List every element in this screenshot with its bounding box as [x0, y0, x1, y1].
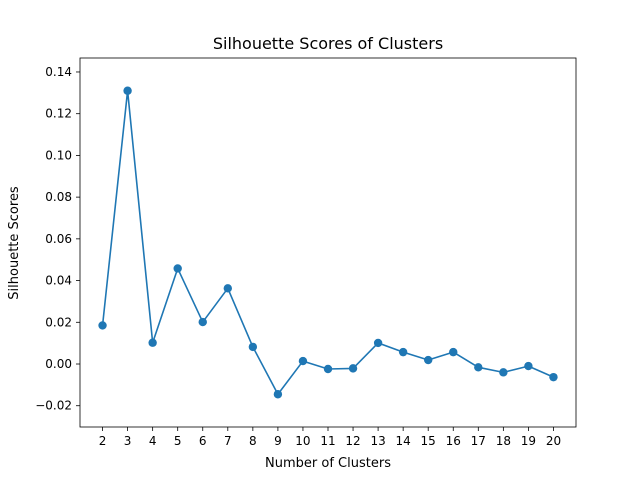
x-tick-label: 10 [295, 434, 310, 448]
x-tick-label: 8 [249, 434, 257, 448]
data-point [474, 363, 483, 372]
plot-area: 2 3 4 5 6 7 8 9 10 11 12 13 14 15 16 17 18 19 20 −0.02 0.00 0… [35, 57, 577, 448]
x-tick-label: 5 [174, 434, 182, 448]
y-tick-label: 0.02 [45, 315, 72, 329]
data-point [424, 355, 433, 365]
data-point [123, 86, 132, 95]
y-axis-label: Silhouette Scores [7, 186, 22, 300]
data-point [549, 372, 558, 382]
y-tick-label: 0.14 [45, 65, 72, 79]
y-tick-label: 0.00 [45, 357, 72, 371]
x-tick-label: 14 [396, 434, 411, 448]
data-point [298, 356, 308, 366]
data-point [323, 364, 333, 374]
y-tick-label: 0.12 [45, 107, 72, 121]
data-point [398, 347, 408, 357]
data-point [98, 321, 107, 330]
x-tick-label: 13 [370, 434, 385, 448]
x-tick-label: 9 [274, 434, 282, 448]
data-point [449, 347, 458, 357]
x-tick-label: 18 [496, 434, 511, 448]
x-tick-label: 17 [471, 434, 486, 448]
x-axis-label: Number of Clusters [265, 456, 391, 471]
x-tick-label: 6 [199, 434, 207, 448]
x-tick-label: 16 [446, 434, 461, 448]
data-point [373, 338, 383, 348]
data-point [248, 342, 258, 352]
x-tick-label: 11 [320, 434, 335, 448]
data-point [499, 368, 508, 377]
x-tick-label: 7 [224, 434, 232, 448]
data-point [148, 338, 157, 347]
x-tick-label: 2 [99, 434, 107, 448]
data-point [273, 390, 283, 399]
y-tick-label: 0.06 [45, 232, 72, 246]
x-tick-label: 4 [149, 434, 157, 448]
data-point [198, 317, 207, 327]
data-point [223, 284, 232, 293]
x-tick-label: 3 [124, 434, 132, 448]
data-point [348, 364, 358, 373]
data-point [524, 361, 533, 371]
y-tick-label: 0.04 [45, 274, 72, 288]
data-point [173, 264, 182, 273]
x-tick-label: 20 [546, 434, 561, 448]
y-tick-label: 0.10 [45, 148, 72, 162]
x-tick-label: 12 [345, 434, 360, 448]
y-tick-label: −0.02 [35, 399, 72, 413]
chart-title: Silhouette Scores of Clusters [213, 34, 443, 53]
x-tick-label: 15 [421, 434, 436, 448]
x-tick-label: 19 [521, 434, 536, 448]
axes-frame [79, 57, 577, 428]
y-tick-label: 0.08 [45, 190, 72, 204]
